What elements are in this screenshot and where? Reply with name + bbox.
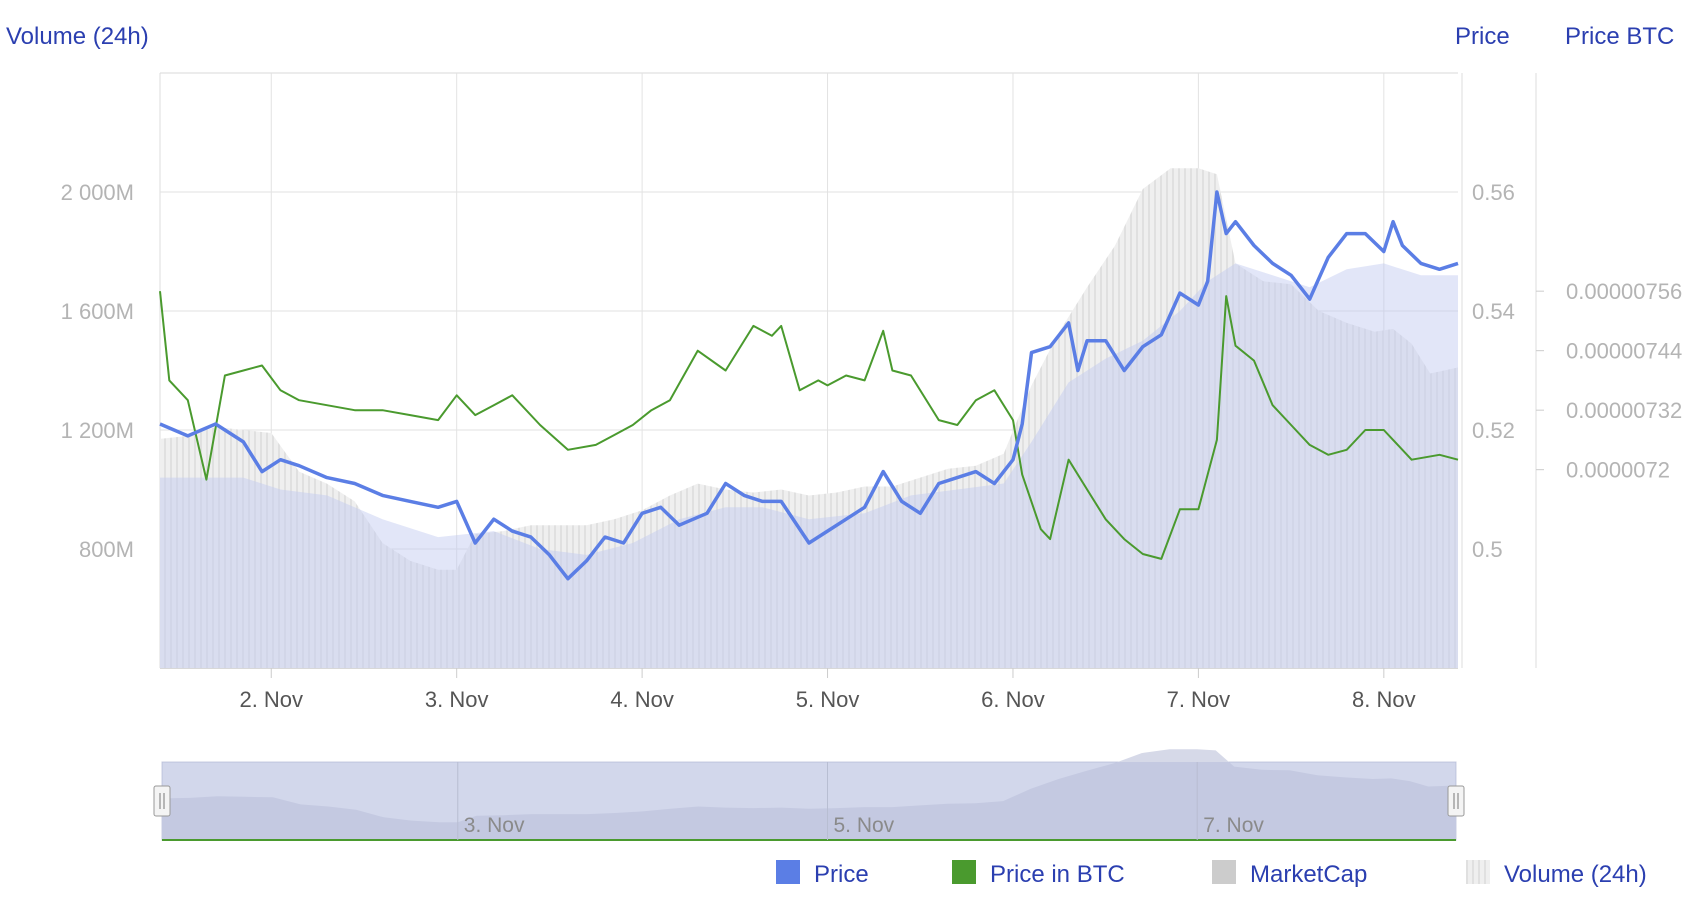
volume-series-area (160, 168, 1458, 668)
btc-tick-label: 0.00000744 (1566, 339, 1682, 364)
volume-tick-label: 800M (79, 537, 134, 562)
navigator[interactable]: 3. Nov 5. Nov 7. Nov (153, 749, 1465, 841)
x-tick-label: 7. Nov (1167, 687, 1231, 712)
volume-tick-label: 1 600M (61, 299, 134, 324)
btc-axis-title: Price BTC (1565, 23, 1674, 50)
navigator-selection-mask[interactable] (162, 762, 1456, 840)
navigator-left-handle[interactable] (153, 785, 171, 817)
legend-swatch (1212, 860, 1236, 884)
navigator-tick-label: 7. Nov (1203, 814, 1264, 837)
legend-item[interactable]: Price in BTC (952, 860, 1125, 888)
price-btc-series-line (159, 291, 1459, 560)
x-tick-label: 2. Nov (239, 687, 303, 712)
legend-label: Price (814, 861, 869, 888)
x-tick-label: 6. Nov (981, 687, 1045, 712)
navigator-volume-area (162, 749, 1456, 840)
legend-item[interactable]: MarketCap (1212, 860, 1367, 888)
price-series-line (159, 190, 1459, 581)
price-tick-label: 0.54 (1472, 299, 1515, 324)
x-tick-label: 4. Nov (610, 687, 674, 712)
navigator-right-handle[interactable] (1447, 785, 1465, 817)
legend-swatch (952, 860, 976, 884)
legend-item[interactable]: Volume (24h) (1466, 860, 1647, 888)
price-tick-label: 0.56 (1472, 180, 1515, 205)
marketcap-series-area (160, 263, 1458, 668)
navigator-tick-label: 3. Nov (464, 814, 525, 837)
legend-swatch (1466, 860, 1490, 884)
x-tick-label: 8. Nov (1352, 687, 1416, 712)
price-tick-label: 0.5 (1472, 537, 1503, 562)
btc-tick-label: 0.00000732 (1566, 398, 1682, 423)
series-layer (159, 168, 1459, 668)
legend-label: Volume (24h) (1504, 861, 1647, 888)
price-tick-label: 0.52 (1472, 418, 1515, 443)
x-tick-label: 5. Nov (796, 687, 860, 712)
handle-body[interactable] (153, 785, 171, 817)
axes-layer: Volume (24h) Price Price BTC 800M 1 200M 1… (6, 23, 1682, 712)
volume-axis-title: Volume (24h) (6, 23, 149, 50)
legend: Price Price in BTC MarketCap Volume (24h) (776, 860, 1647, 888)
legend-label: MarketCap (1250, 861, 1367, 888)
btc-tick-label: 0.0000072 (1566, 458, 1670, 483)
legend-item[interactable]: Price (776, 860, 869, 888)
navigator-tick-label: 5. Nov (833, 814, 894, 837)
btc-tick-label: 0.00000756 (1566, 279, 1682, 304)
volume-tick-label: 2 000M (61, 180, 134, 205)
x-tick-label: 3. Nov (425, 687, 489, 712)
handle-body[interactable] (1447, 785, 1465, 817)
price-axis-title: Price (1455, 23, 1510, 50)
volume-tick-label: 1 200M (61, 418, 134, 443)
legend-label: Price in BTC (990, 861, 1125, 888)
legend-swatch (776, 860, 800, 884)
